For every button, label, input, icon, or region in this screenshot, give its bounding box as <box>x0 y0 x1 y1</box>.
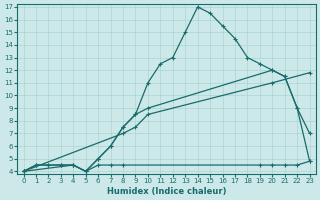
X-axis label: Humidex (Indice chaleur): Humidex (Indice chaleur) <box>107 187 226 196</box>
